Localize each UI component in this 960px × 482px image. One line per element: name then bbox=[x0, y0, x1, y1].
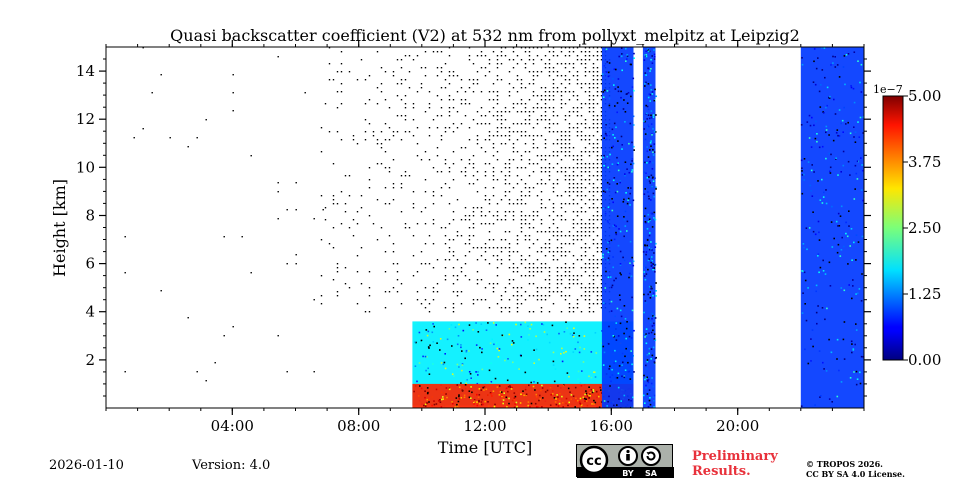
by-label: BY bbox=[622, 469, 634, 478]
y-tick-label: 6 bbox=[85, 255, 95, 273]
x-axis-label: Time [UTC] bbox=[438, 438, 532, 457]
copyright-line2: CC BY SA 4.0 License. bbox=[806, 469, 905, 479]
colorbar-tick-label: 0.00 bbox=[908, 351, 941, 369]
heatmap-feature bbox=[412, 383, 634, 408]
y-tick-label: 4 bbox=[85, 303, 95, 321]
heatmap-feature bbox=[800, 47, 864, 408]
copyright-note: © TROPOS 2026. CC BY SA 4.0 License. bbox=[806, 459, 936, 479]
y-axis-label: Height [km] bbox=[50, 179, 69, 277]
sa-label: SA bbox=[645, 469, 658, 478]
share-alike-icon bbox=[641, 446, 661, 466]
heatmap-feature bbox=[320, 47, 611, 313]
svg-text:cc: cc bbox=[586, 454, 601, 469]
x-tick-label: 08:00 bbox=[337, 417, 380, 435]
colorbar-tick-label: 1.25 bbox=[908, 285, 941, 303]
y-tick-label: 8 bbox=[85, 207, 95, 225]
y-tick-label: 2 bbox=[85, 351, 95, 369]
x-tick-label: 04:00 bbox=[211, 417, 254, 435]
cc-icon: cc bbox=[579, 445, 609, 475]
chart-title: Quasi backscatter coefficient (V2) at 53… bbox=[170, 26, 800, 45]
colorbar-tick-label: 3.75 bbox=[908, 153, 941, 171]
y-tick-label: 12 bbox=[76, 110, 95, 128]
colorbar-tick-label: 2.50 bbox=[908, 219, 941, 237]
colorbar bbox=[882, 95, 904, 361]
x-axis: 04:00 08:00 12:00 16:00 20:00 bbox=[105, 40, 865, 435]
y-tick-label: 10 bbox=[76, 158, 95, 176]
y-tick-label: 14 bbox=[76, 62, 95, 80]
copyright-line1: © TROPOS 2026. bbox=[806, 459, 883, 469]
heatmap-feature bbox=[642, 47, 657, 408]
preliminary-line2: Results. bbox=[692, 464, 751, 479]
heatmap-feature bbox=[124, 47, 324, 382]
heatmap-feature bbox=[601, 47, 635, 408]
y-axis: 2 4 6 8 10 12 14 bbox=[76, 58, 871, 397]
x-tick-label: 20:00 bbox=[716, 417, 759, 435]
version-label: Version: 4.0 bbox=[192, 458, 271, 473]
cc-license-badge: cc BY SA bbox=[576, 444, 674, 478]
x-tick-label: 12:00 bbox=[463, 417, 506, 435]
colorbar-ticks: 0.00 1.25 2.50 3.75 5.00 bbox=[903, 87, 941, 369]
colorbar-tick-label: 5.00 bbox=[908, 87, 941, 105]
colorbar-scale-label: 1e−7 bbox=[873, 83, 903, 96]
date-label: 2026-01-10 bbox=[49, 458, 124, 473]
by-attribution-icon bbox=[618, 446, 638, 466]
x-tick-label: 16:00 bbox=[590, 417, 633, 435]
heatmap-plot-area bbox=[124, 47, 864, 408]
preliminary-results-note: Preliminary Results. bbox=[692, 449, 792, 479]
preliminary-line1: Preliminary bbox=[692, 449, 778, 464]
